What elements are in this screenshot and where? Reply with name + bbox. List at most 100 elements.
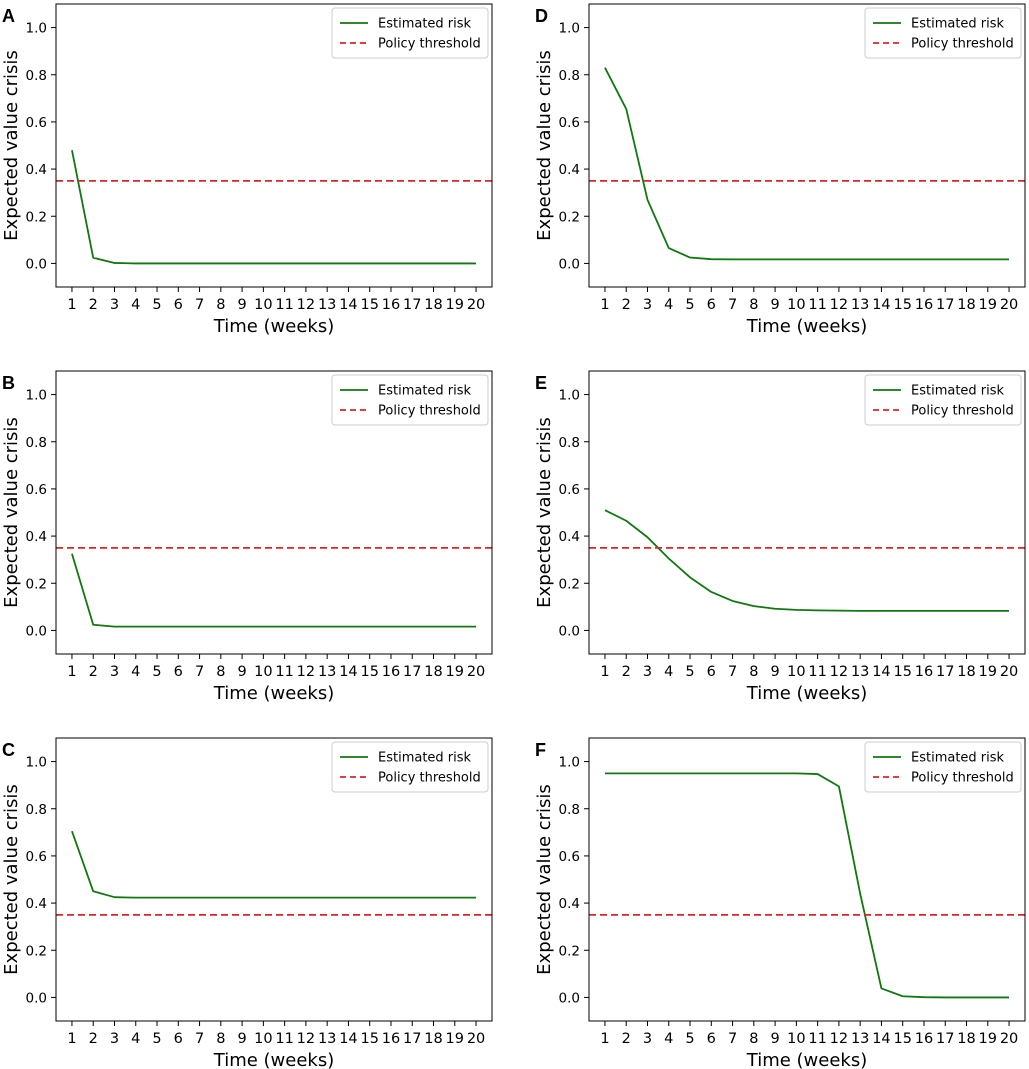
x-tick-label: 10: [254, 1031, 272, 1047]
x-tick-label: 5: [685, 297, 694, 313]
x-tick-label: 10: [787, 1031, 805, 1047]
x-tick-label: 4: [664, 664, 673, 680]
y-tick-label: 0.0: [26, 623, 47, 639]
x-tick-label: 14: [339, 297, 357, 313]
x-tick-label: 14: [872, 664, 890, 680]
x-tick-label: 8: [749, 1031, 758, 1047]
plot-frame: [588, 370, 1026, 655]
panel-label: F: [535, 740, 546, 760]
x-tick-label: 10: [254, 297, 272, 313]
y-axis-label: Expected value crisis: [534, 417, 555, 608]
x-tick-label: 13: [851, 297, 869, 313]
legend-label: Estimated risk: [378, 384, 472, 399]
y-tick-label: 0.4: [26, 529, 47, 545]
y-tick-label: 0.6: [559, 849, 580, 865]
x-tick-label: 1: [67, 297, 76, 313]
chart-panel-a: A0.00.20.40.60.81.01 2 3 4 5 6 7 8 9 10 11 12 13 14 15…: [1, 3, 493, 337]
x-axis-label: Time (weeks): [213, 1050, 335, 1069]
x-tick-label: 13: [851, 1031, 869, 1047]
legend-label: Policy threshold: [911, 404, 1014, 419]
x-tick-label: 19: [979, 1031, 997, 1047]
legend-box: [331, 741, 489, 793]
x-axis-label: Time (weeks): [213, 316, 335, 337]
x-tick-label: 4: [131, 1031, 140, 1047]
legend-label: Estimated risk: [911, 751, 1005, 766]
panel-label: A: [2, 6, 15, 26]
x-tick-label: 3: [110, 297, 119, 313]
x-tick-label: 9: [770, 297, 779, 313]
legend: Estimated risk Policy threshold: [331, 374, 489, 426]
x-tick-label: 9: [770, 664, 779, 680]
x-tick-label: 6: [707, 664, 716, 680]
x-tick-label: 4: [131, 297, 140, 313]
x-tick-label: 9: [237, 1031, 246, 1047]
x-tick-label: 16: [915, 664, 933, 680]
risk-line: [71, 553, 477, 628]
x-axis-label: Time (weeks): [746, 316, 868, 337]
y-tick-label: 0.4: [559, 162, 580, 178]
x-tick-label: 16: [382, 297, 400, 313]
x-tick-label: 11: [808, 297, 826, 313]
y-tick-label: 1.0: [26, 388, 47, 404]
x-axis-label: Time (weeks): [746, 1050, 868, 1069]
x-tick-label: 15: [893, 664, 911, 680]
legend-box: [864, 374, 1022, 426]
risk-line: [71, 150, 477, 265]
x-tick-label: 9: [770, 1031, 779, 1047]
legend: Estimated risk Policy threshold: [331, 741, 489, 793]
legend: Estimated risk Policy threshold: [331, 7, 489, 59]
x-tick-label: 13: [318, 664, 336, 680]
legend-label: Policy threshold: [378, 771, 481, 786]
panel-label: D: [535, 6, 548, 26]
x-tick-label: 13: [851, 664, 869, 680]
x-tick-label: 8: [749, 297, 758, 313]
y-tick-label: 0.4: [26, 162, 47, 178]
y-tick-label: 0.0: [559, 256, 580, 272]
x-tick-label: 1: [67, 1031, 76, 1047]
plot-frame: [588, 3, 1026, 288]
y-tick-label: 0.8: [559, 435, 580, 451]
risk-line: [604, 772, 1010, 999]
x-tick-label: 12: [830, 1031, 848, 1047]
x-tick-label: 4: [664, 297, 673, 313]
x-tick-label: 1: [600, 1031, 609, 1047]
chart-panel-d: D0.00.20.40.60.81.01 2 3 4 5 6 7 8 9 10 11 12 13 14 15…: [534, 3, 1026, 337]
x-tick-label: 1: [600, 297, 609, 313]
chart-panel-c: C0.00.20.40.60.81.01 2 3 4 5 6 7 8 9 10 11 12 13 14 15…: [1, 737, 493, 1069]
x-tick-label: 12: [297, 1031, 315, 1047]
legend-label: Policy threshold: [378, 404, 481, 419]
x-tick-label: 16: [382, 664, 400, 680]
x-tick-label: 5: [152, 297, 161, 313]
panel-label: E: [535, 373, 547, 393]
x-tick-label: 20: [467, 1031, 485, 1047]
y-tick-label: 0.8: [26, 802, 47, 818]
x-tick-label: 11: [808, 664, 826, 680]
panel-label: C: [2, 740, 15, 760]
x-tick-label: 9: [237, 297, 246, 313]
x-tick-label: 16: [382, 1031, 400, 1047]
x-tick-label: 11: [275, 664, 293, 680]
x-axis-label: Time (weeks): [746, 683, 868, 704]
y-tick-label: 0.0: [559, 990, 580, 1006]
x-tick-label: 10: [787, 297, 805, 313]
plot-frame: [55, 737, 493, 1022]
y-tick-label: 0.2: [26, 943, 47, 959]
x-tick-label: 18: [424, 1031, 442, 1047]
x-tick-label: 15: [360, 297, 378, 313]
x-tick-label: 12: [830, 297, 848, 313]
x-tick-label: 12: [297, 664, 315, 680]
chart-panel-e: E0.00.20.40.60.81.01 2 3 4 5 6 7 8 9 10 11 12 13 14 15…: [534, 370, 1026, 704]
legend-label: Estimated risk: [911, 17, 1005, 32]
x-tick-label: 13: [318, 297, 336, 313]
x-tick-label: 17: [403, 1031, 421, 1047]
x-tick-label: 14: [872, 1031, 890, 1047]
x-tick-label: 17: [936, 297, 954, 313]
x-tick-label: 13: [318, 1031, 336, 1047]
x-tick-label: 6: [707, 297, 716, 313]
x-tick-label: 20: [1000, 297, 1018, 313]
x-tick-label: 7: [728, 1031, 737, 1047]
plot-frame: [55, 370, 493, 655]
legend-label: Policy threshold: [911, 37, 1014, 52]
y-tick-label: 1.0: [559, 755, 580, 771]
x-tick-label: 5: [685, 1031, 694, 1047]
